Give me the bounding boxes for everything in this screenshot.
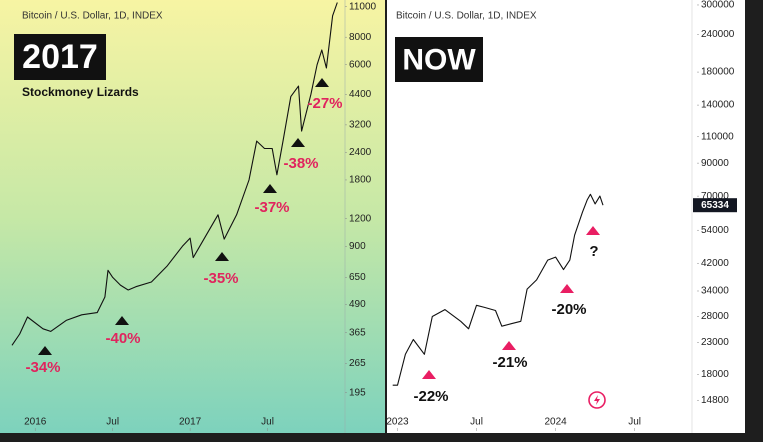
x-tick-label: 2023: [386, 417, 409, 428]
y-tick-label: 110000: [701, 131, 734, 142]
drawdown-marker: [115, 316, 129, 325]
drawdown-marker: [38, 346, 52, 355]
annotation: -21%: [492, 354, 527, 371]
y-tick-label: 265: [349, 358, 366, 369]
drawdown-marker: [263, 184, 277, 193]
drawdown-marker: [291, 138, 305, 147]
y-tick-label: 54000: [701, 225, 729, 236]
chart-subtitle: Bitcoin / U.S. Dollar, 1D, INDEX: [22, 11, 163, 22]
y-tick-label: 300000: [701, 0, 735, 11]
annotation: ?: [589, 243, 598, 260]
chart-subtitle: Bitcoin / U.S. Dollar, 1D, INDEX: [396, 11, 537, 22]
y-tick-label: 1200: [349, 213, 372, 224]
x-tick-label: Jul: [470, 417, 483, 428]
source-label: Stockmoney Lizards: [22, 85, 139, 99]
y-tick-label: 240000: [701, 29, 735, 40]
x-tick-label: Jul: [628, 417, 641, 428]
title-box: [395, 37, 483, 82]
logo-icon: [588, 391, 606, 409]
annotation: -27%: [307, 95, 342, 112]
annotation: -38%: [283, 155, 318, 172]
y-tick-label: 90000: [701, 158, 729, 169]
y-tick-label: 650: [349, 272, 366, 283]
y-tick-label: 180000: [701, 67, 735, 78]
y-tick-label: 28000: [701, 311, 729, 322]
y-tick-label: 6000: [349, 59, 372, 70]
annotation: -22%: [413, 388, 448, 405]
x-tick-label: Jul: [261, 417, 274, 428]
price-line: [11, 2, 338, 346]
y-tick-label: 365: [349, 327, 366, 338]
x-tick-label: 2016: [24, 417, 47, 428]
drawdown-marker: [215, 252, 229, 261]
drawdown-marker: [315, 78, 329, 87]
last-price-box: [693, 198, 737, 213]
drawdown-marker: [502, 341, 516, 350]
last-price-label: 65334: [701, 200, 729, 211]
y-tick-label: 18000: [701, 369, 729, 380]
drawdown-marker: [422, 370, 436, 379]
y-tick-label: 14800: [701, 395, 729, 406]
drawdown-marker: [586, 226, 600, 235]
y-tick-label: 4400: [349, 89, 372, 100]
annotation: -35%: [203, 270, 238, 287]
y-tick-label: 34000: [701, 286, 729, 297]
drawdown-marker: [560, 284, 574, 293]
annotation: -40%: [105, 330, 140, 347]
title-box: [14, 34, 106, 80]
chart-title: NOW: [402, 43, 476, 76]
annotation: -20%: [551, 301, 586, 318]
y-tick-label: 2400: [349, 147, 372, 158]
y-tick-label: 1800: [349, 175, 372, 186]
y-tick-label: 490: [349, 299, 366, 310]
annotation: -34%: [25, 359, 60, 376]
y-tick-label: 70000: [701, 191, 729, 202]
y-tick-label: 8000: [349, 32, 372, 43]
price-line: [392, 193, 604, 386]
y-tick-label: 140000: [701, 100, 735, 111]
y-tick-label: 900: [349, 241, 366, 252]
y-tick-label: 195: [349, 387, 366, 398]
y-tick-label: 23000: [701, 337, 729, 348]
x-tick-label: 2017: [179, 417, 202, 428]
y-tick-label: 3200: [349, 120, 372, 131]
y-tick-label: 11000: [349, 1, 377, 12]
annotation: -37%: [254, 199, 289, 216]
chart-title: 2017: [22, 38, 98, 76]
x-tick-label: 2024: [544, 417, 567, 428]
x-tick-label: Jul: [106, 417, 119, 428]
y-tick-label: 42000: [701, 258, 729, 269]
